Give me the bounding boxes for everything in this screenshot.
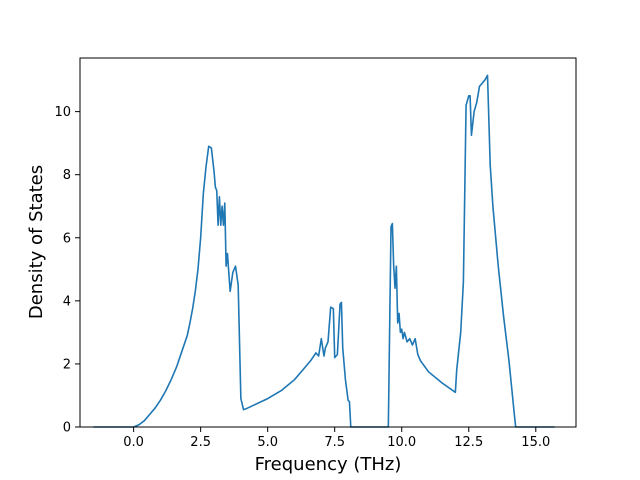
x-tick-label: 7.5 [324, 435, 345, 450]
y-axis-ticks: 0 2 4 6 8 10 [54, 105, 80, 436]
y-tick-label: 8 [63, 168, 71, 183]
x-tick-label: 2.5 [190, 435, 211, 450]
x-axis-ticks: 0.0 2.5 5.0 7.5 10.0 12.5 15.0 [123, 427, 550, 450]
x-tick-label: 12.5 [454, 435, 483, 450]
y-tick-label: 0 [63, 421, 71, 436]
dos-series-line [93, 74, 555, 428]
y-tick-label: 4 [63, 294, 71, 309]
axes-frame [79, 57, 577, 428]
x-tick-label: 10.0 [387, 435, 416, 450]
y-tick-label: 10 [54, 105, 71, 120]
plot-area [79, 57, 577, 428]
y-tick-label: 6 [63, 231, 71, 246]
x-tick-label: 15.0 [521, 435, 550, 450]
y-axis-label: Density of States [26, 165, 47, 319]
y-tick-label: 2 [63, 357, 71, 372]
x-tick-label: 0.0 [123, 435, 144, 450]
x-tick-label: 5.0 [257, 435, 278, 450]
x-axis-label: Frequency (THz) [255, 454, 402, 475]
